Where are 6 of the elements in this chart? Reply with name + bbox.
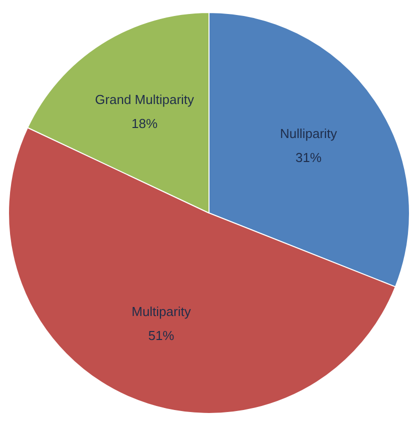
data-label: 51% <box>148 328 175 343</box>
slice-label: Grand Multiparity <box>95 92 195 107</box>
slice-label: Nulliparity <box>280 126 338 141</box>
data-label: 31% <box>295 150 322 165</box>
data-label: 18% <box>132 116 158 131</box>
slice-label: Multiparity <box>132 304 192 319</box>
